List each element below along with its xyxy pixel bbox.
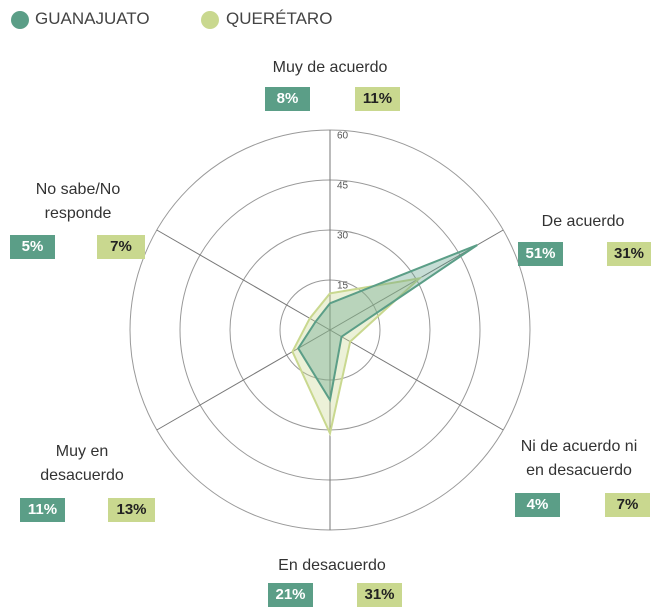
value-label: 4% (515, 493, 560, 517)
category-label: De acuerdo (541, 213, 625, 230)
spoke (156, 329, 331, 431)
legend-label: GUANAJUATO (35, 9, 150, 28)
value-label: 51% (518, 242, 563, 266)
value-label: 13% (108, 498, 155, 522)
spoke (329, 329, 504, 431)
value-label: 31% (357, 583, 402, 607)
r-tick-label: 45 (337, 180, 349, 191)
category-label: Ni de acuerdo ni en desacuerdo (520, 438, 638, 479)
r-tick-label: 15 (337, 280, 349, 291)
series-area (291, 276, 423, 437)
category-label: Muy de acuerdo (272, 59, 388, 76)
value-label: 11% (20, 498, 65, 522)
r-tick-label: 30 (337, 230, 349, 241)
value-label: 5% (10, 235, 55, 259)
value-label: 8% (265, 87, 310, 111)
category-label: No sabe/No responde (35, 181, 121, 222)
legend-swatch (11, 11, 29, 29)
series-area (297, 244, 478, 403)
spoke (156, 229, 331, 331)
legend-label: QUERÉTARO (226, 9, 333, 28)
value-label: 11% (355, 87, 400, 111)
r-tick-label: 60 (337, 130, 349, 141)
legend-swatch (201, 11, 219, 29)
value-label: 31% (607, 242, 651, 266)
category-label: Muy en desacuerdo (40, 443, 124, 484)
value-label: 21% (268, 583, 313, 607)
category-label: En desacuerdo (278, 557, 386, 574)
value-label: 7% (605, 493, 650, 517)
value-label: 7% (97, 235, 145, 259)
